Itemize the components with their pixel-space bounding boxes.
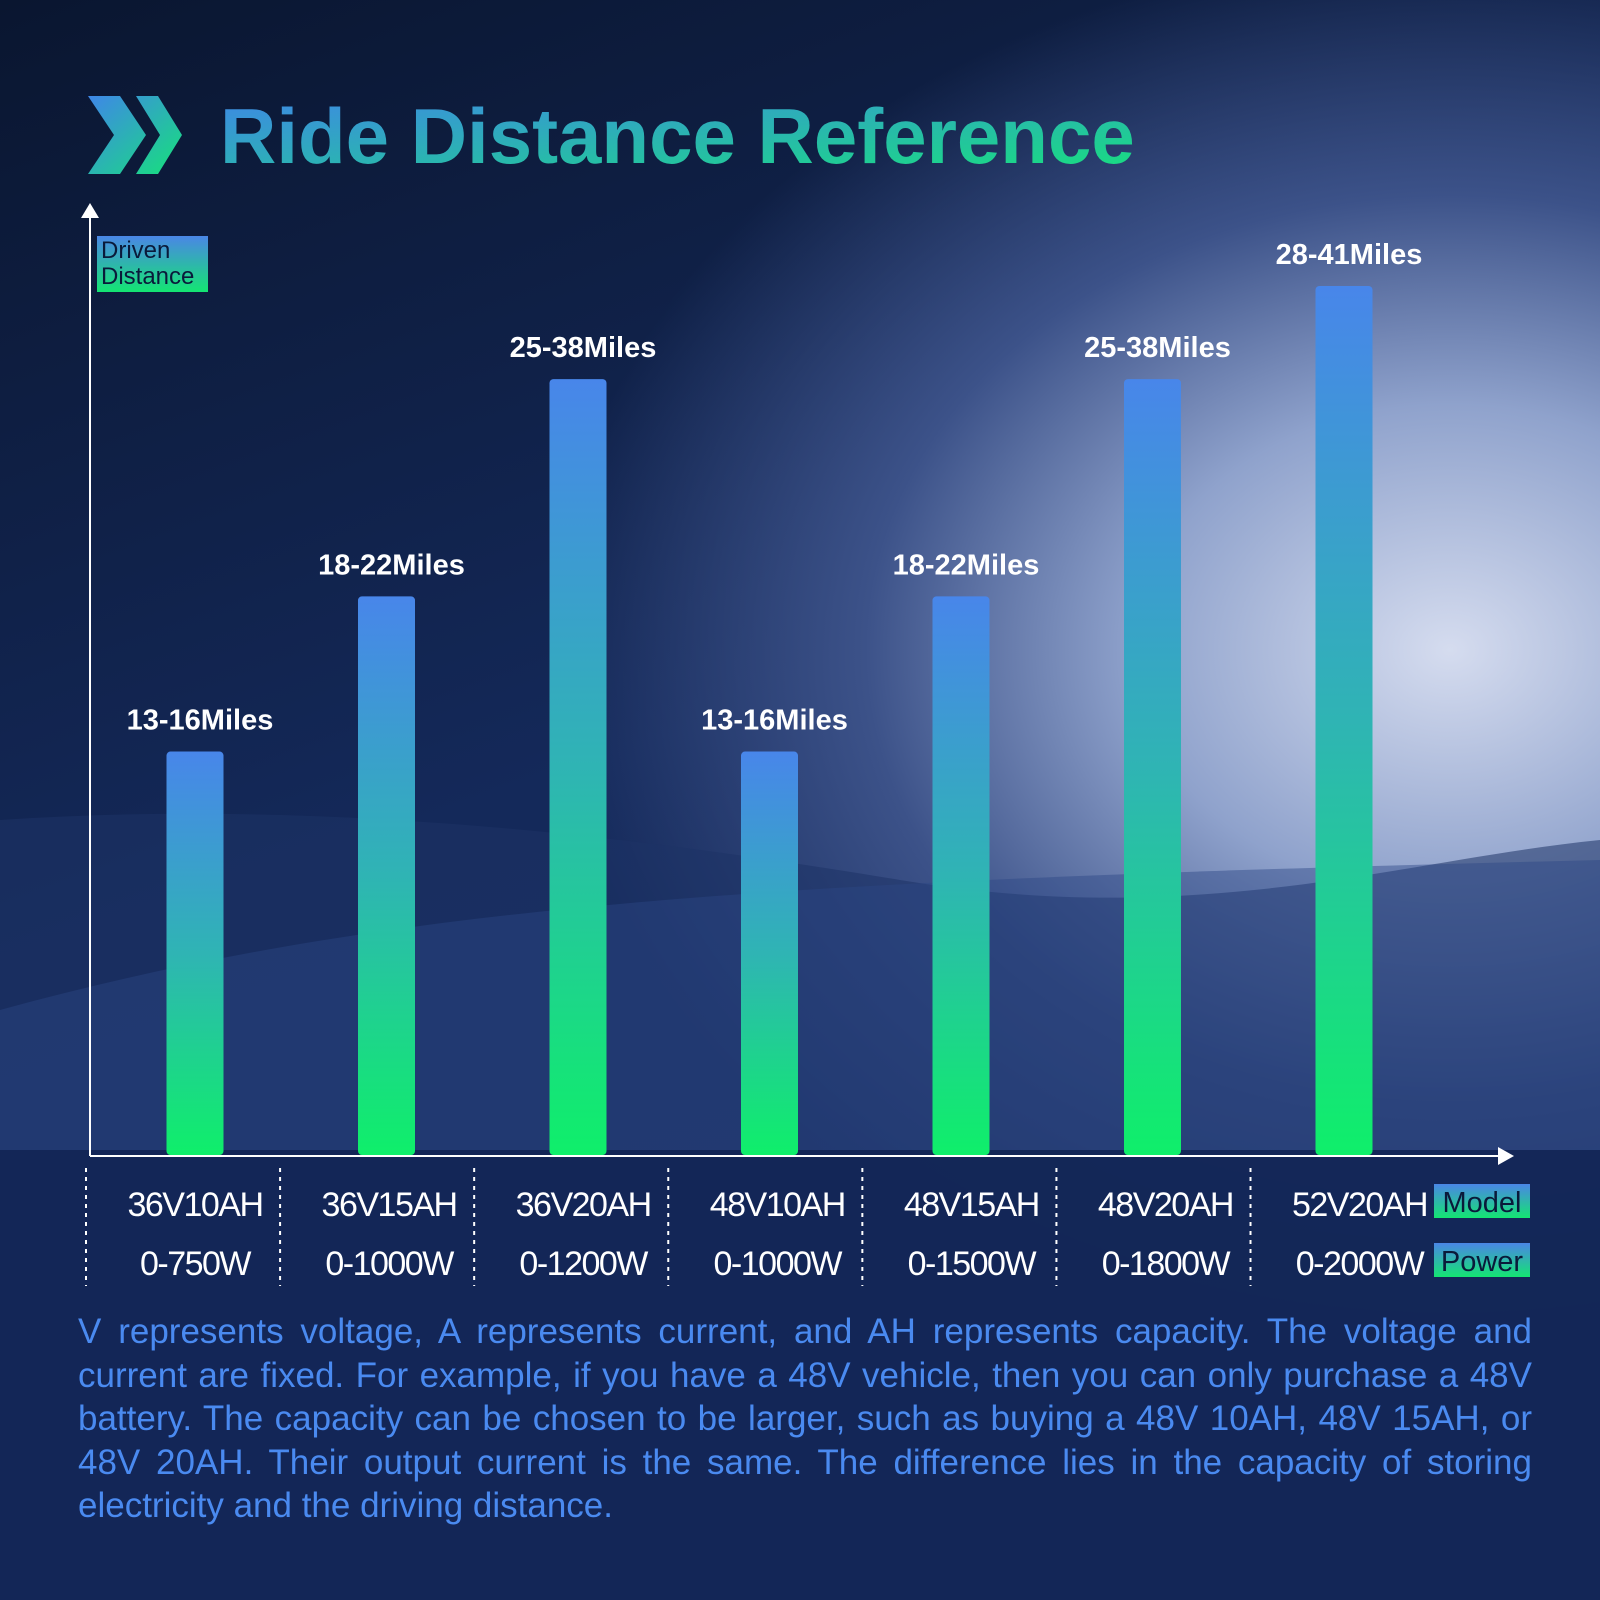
row-label: Power bbox=[1441, 1246, 1524, 1278]
chart-title: Ride Distance Reference bbox=[220, 92, 1135, 180]
x-arrow bbox=[1498, 1147, 1514, 1165]
power-label: 0-1000W bbox=[325, 1245, 454, 1283]
footer-band bbox=[0, 1150, 1600, 1600]
value-label: 13-16Miles bbox=[701, 705, 848, 737]
power-label: 0-1000W bbox=[714, 1245, 843, 1283]
value-label: 18-22Miles bbox=[318, 549, 465, 581]
x-tick-label: 52V20AH bbox=[1292, 1186, 1427, 1224]
y-axis-label: Driven Distance bbox=[97, 236, 208, 292]
row-tag bbox=[1434, 1243, 1530, 1277]
bar bbox=[1315, 286, 1373, 1155]
row-label: Model bbox=[1443, 1187, 1522, 1219]
bar bbox=[1124, 379, 1181, 1155]
x-tick-label: 36V20AH bbox=[516, 1186, 651, 1224]
value-label: 28-41Miles bbox=[1276, 239, 1423, 271]
bar bbox=[932, 596, 990, 1155]
x-tick-label: 48V10AH bbox=[710, 1186, 845, 1224]
x-tick-label: 48V15AH bbox=[904, 1186, 1039, 1224]
row-tag bbox=[1434, 1184, 1530, 1218]
note: V represents voltage, A represents curre… bbox=[78, 1312, 1532, 1525]
power-label: 0-1200W bbox=[519, 1245, 648, 1283]
x-tick-label: 36V15AH bbox=[322, 1186, 457, 1224]
value-label: 13-16Miles bbox=[127, 705, 274, 737]
power-label: 0-2000W bbox=[1296, 1245, 1425, 1283]
bar bbox=[741, 751, 798, 1155]
bar bbox=[166, 751, 224, 1155]
x-tick-label: 48V20AH bbox=[1098, 1186, 1233, 1224]
power-label: 0-1500W bbox=[908, 1245, 1037, 1283]
x-tick-label: 36V10AH bbox=[127, 1186, 262, 1224]
power-label: 0-1800W bbox=[1102, 1245, 1231, 1283]
value-label: 18-22Miles bbox=[893, 549, 1040, 581]
power-label: 0-750W bbox=[140, 1245, 251, 1283]
y-arrow bbox=[81, 203, 99, 218]
bar bbox=[549, 379, 607, 1155]
bar bbox=[358, 596, 415, 1155]
chevron-icon bbox=[88, 96, 182, 174]
value-label: 25-38Miles bbox=[510, 332, 657, 364]
value-label: 25-38Miles bbox=[1084, 332, 1231, 364]
